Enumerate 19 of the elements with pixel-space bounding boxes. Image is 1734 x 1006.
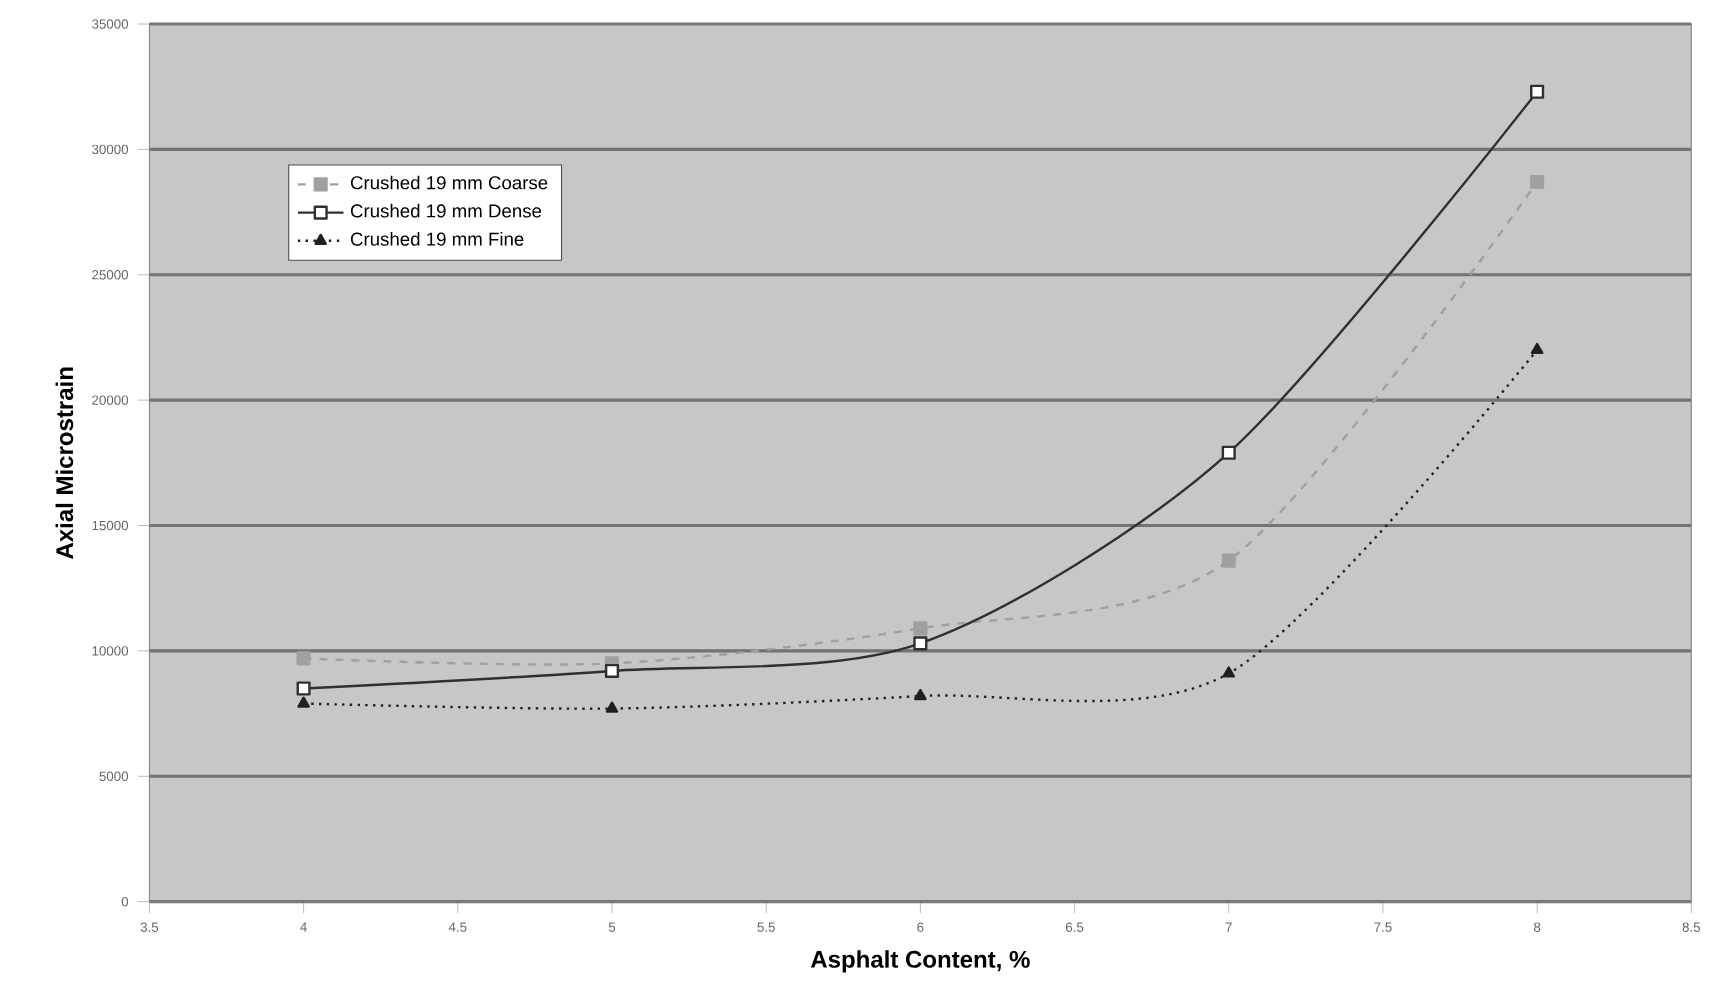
point <box>913 636 928 651</box>
point <box>605 701 619 713</box>
point <box>1221 553 1236 568</box>
point <box>914 689 927 701</box>
point <box>1530 84 1545 99</box>
legend-label: Crushed 19 mm Fine <box>350 232 524 246</box>
point <box>296 681 311 696</box>
point <box>604 664 620 679</box>
point <box>296 651 311 666</box>
point <box>1530 343 1544 355</box>
point <box>297 696 310 708</box>
point <box>1222 666 1236 678</box>
point <box>1221 445 1236 461</box>
y-axis-title: Axial Microstrain <box>55 367 74 560</box>
point <box>913 621 928 636</box>
legend-label: Crushed 19 mm Coarse <box>350 175 548 190</box>
legend-label: Crushed 19 mm Dense <box>350 204 542 218</box>
point <box>1530 175 1545 190</box>
x-axis-title: Asphalt Content, % <box>810 950 1030 973</box>
